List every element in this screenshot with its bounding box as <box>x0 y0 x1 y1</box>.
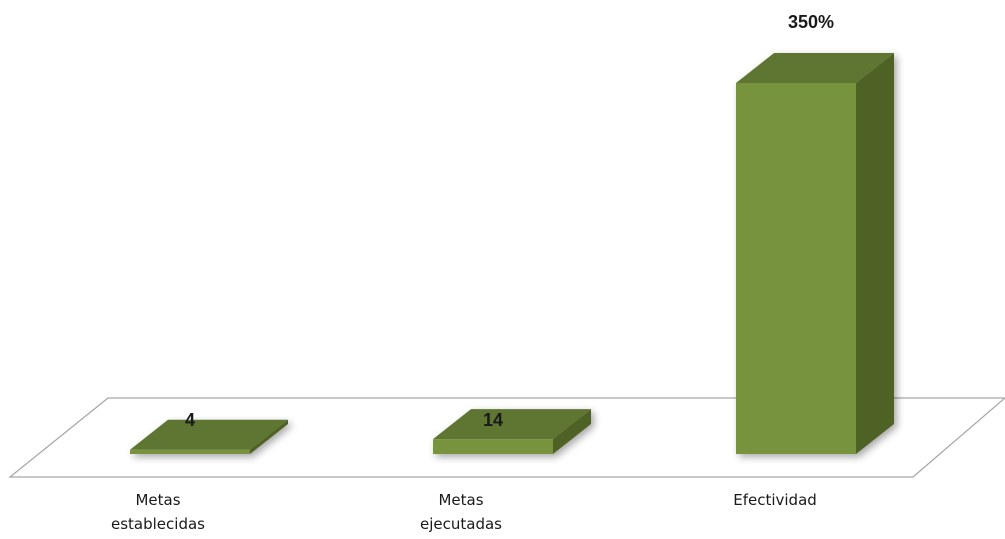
bar-side-face <box>856 53 894 454</box>
bar-top-face <box>433 409 591 440</box>
bar-1 <box>130 419 288 454</box>
data-label-3: 350% <box>788 12 834 32</box>
category-label-line: ejecutadas <box>420 515 502 533</box>
bar-top-face <box>736 53 894 83</box>
data-label-1: 4 <box>185 410 195 430</box>
category-label-3: Efectividad <box>733 491 817 509</box>
data-label-2: 14 <box>483 410 503 430</box>
bar-front-face <box>433 439 553 454</box>
category-label-line: establecidas <box>111 515 205 533</box>
category-label-line: Metas <box>438 491 483 509</box>
category-label-line: Metas <box>135 491 180 509</box>
bar-2 <box>433 409 591 454</box>
category-label-2: Metas ejecutadas <box>420 491 502 533</box>
bar-group <box>130 53 894 454</box>
bar-front-face <box>736 83 856 454</box>
category-label-line: Efectividad <box>733 491 817 509</box>
label-group: 4 Metas establecidas 14 Metas ejecutadas 350% E… <box>111 12 834 533</box>
category-label-1: Metas establecidas <box>111 491 205 533</box>
bar-side-face <box>553 409 591 454</box>
bar-3 <box>736 53 894 454</box>
bar-top-face <box>130 419 288 450</box>
bar-side-face <box>250 419 288 454</box>
bar-front-face <box>130 449 250 454</box>
